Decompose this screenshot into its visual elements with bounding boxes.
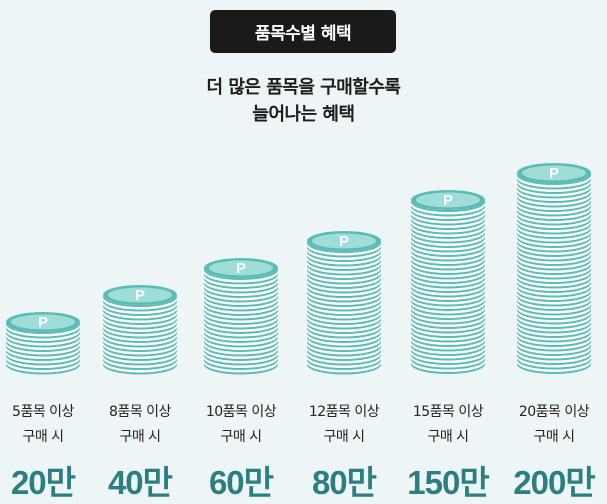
tier-label-4: 12품목 이상 구매 시 bbox=[294, 400, 394, 450]
coin-stack-tier-1: P bbox=[4, 310, 80, 374]
p-point-icon: P bbox=[443, 192, 453, 209]
tier-purchase: 구매 시 bbox=[22, 429, 64, 445]
tier-condition: 15품목 이상 bbox=[412, 404, 484, 420]
coin-top-inner bbox=[209, 260, 273, 275]
tier-label-2: 8품목 이상 구매 시 bbox=[90, 400, 190, 450]
coin-stack-tier-6: P bbox=[515, 161, 591, 374]
tier-amount-4: 80만 bbox=[311, 464, 377, 501]
p-point-icon: P bbox=[236, 260, 246, 277]
tier-condition: 5품목 이상 bbox=[12, 404, 74, 420]
tier-label-1: 5품목 이상 구매 시 bbox=[0, 400, 93, 450]
subtitle-line-2: 늘어나는 혜택 bbox=[252, 104, 355, 125]
coin-stack-svg: P bbox=[103, 284, 177, 374]
coin-top-inner bbox=[11, 314, 75, 329]
p-point-icon: P bbox=[549, 165, 559, 182]
tier-label-3: 10품목 이상 구매 시 bbox=[191, 400, 291, 450]
tier-purchase: 구매 시 bbox=[427, 429, 469, 445]
coin-stack-tier-3: P bbox=[202, 256, 278, 374]
p-point-icon: P bbox=[339, 233, 349, 250]
p-point-icon: P bbox=[135, 287, 145, 304]
tier-purchase: 구매 시 bbox=[220, 429, 262, 445]
tier-condition: 8품목 이상 bbox=[109, 404, 171, 420]
tier-purchase: 구매 시 bbox=[533, 429, 575, 445]
p-point-icon: P bbox=[38, 314, 48, 331]
tier-amount-5: 150만 bbox=[407, 464, 489, 501]
coin-stack-svg: P bbox=[204, 257, 278, 374]
tier-condition: 20품목 이상 bbox=[518, 404, 590, 420]
coin-top-inner bbox=[416, 192, 480, 208]
coin-stack-tier-5: P bbox=[409, 188, 485, 374]
coin-stack-svg: P bbox=[517, 163, 591, 374]
tier-amount-6: 200만 bbox=[513, 464, 595, 501]
coin-stack-svg: P bbox=[6, 311, 80, 374]
subtitle: 더 많은 품목을 구매할수록 늘어나는 혜택 bbox=[0, 74, 607, 128]
tier-label-6: 20품목 이상 구매 시 bbox=[504, 400, 604, 450]
coin-top-inner bbox=[108, 287, 172, 302]
tier-condition: 10품목 이상 bbox=[205, 404, 277, 420]
tier-amount-2: 40만 bbox=[107, 464, 173, 501]
tier-condition: 12품목 이상 bbox=[308, 404, 380, 420]
tier-purchase: 구매 시 bbox=[323, 429, 365, 445]
subtitle-line-1: 더 많은 품목을 구매할수록 bbox=[206, 77, 401, 98]
coin-top-inner bbox=[312, 233, 376, 248]
tier-purchase: 구매 시 bbox=[119, 429, 161, 445]
badge-label: 품목수별 혜택 bbox=[254, 24, 352, 44]
benefit-badge: 품목수별 혜택 bbox=[210, 10, 396, 53]
coin-stack-tier-4: P bbox=[305, 229, 381, 374]
coin-stack-svg: P bbox=[411, 190, 485, 374]
coin-top-inner bbox=[522, 165, 586, 181]
tier-label-5: 15품목 이상 구매 시 bbox=[398, 400, 498, 450]
tier-amount-1: 20만 bbox=[10, 464, 76, 501]
coin-stack-svg: P bbox=[307, 230, 381, 374]
coin-stack-tier-2: P bbox=[101, 283, 177, 374]
tier-amount-3: 60만 bbox=[208, 464, 274, 501]
